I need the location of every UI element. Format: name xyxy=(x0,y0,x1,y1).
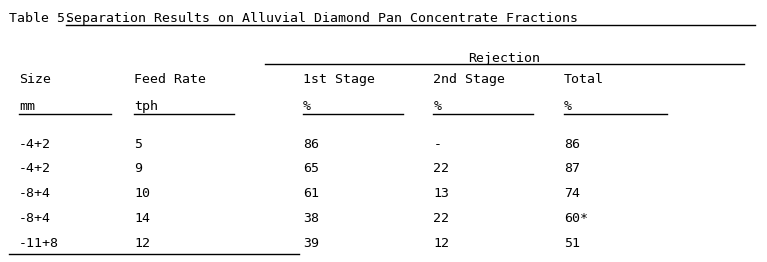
Text: 13: 13 xyxy=(433,187,449,200)
Text: 86: 86 xyxy=(303,138,319,151)
Text: -8+4: -8+4 xyxy=(19,212,51,225)
Text: 51: 51 xyxy=(564,237,580,250)
Text: -8+4: -8+4 xyxy=(19,187,51,200)
Text: 65: 65 xyxy=(303,162,319,176)
Text: 86: 86 xyxy=(564,138,580,151)
Text: 12: 12 xyxy=(433,237,449,250)
Text: -: - xyxy=(433,138,441,151)
Text: -11+8: -11+8 xyxy=(19,237,59,250)
Text: %: % xyxy=(433,100,441,113)
Text: Rejection: Rejection xyxy=(469,52,540,66)
Text: 12: 12 xyxy=(134,237,150,250)
Text: Table 5.: Table 5. xyxy=(9,12,73,25)
Text: 22: 22 xyxy=(433,212,449,225)
Text: Size: Size xyxy=(19,73,51,86)
Text: Total: Total xyxy=(564,73,604,86)
Text: 74: 74 xyxy=(564,187,580,200)
Text: %: % xyxy=(564,100,571,113)
Text: tph: tph xyxy=(134,100,158,113)
Text: -4+2: -4+2 xyxy=(19,138,51,151)
Text: 22: 22 xyxy=(433,162,449,176)
Text: 60*: 60* xyxy=(564,212,588,225)
Text: 2nd Stage: 2nd Stage xyxy=(433,73,505,86)
Text: 10: 10 xyxy=(134,187,150,200)
Text: 39: 39 xyxy=(303,237,319,250)
Text: 5: 5 xyxy=(134,138,142,151)
Text: Feed Rate: Feed Rate xyxy=(134,73,206,86)
Text: 87: 87 xyxy=(564,162,580,176)
Text: 1st Stage: 1st Stage xyxy=(303,73,375,86)
Text: 9: 9 xyxy=(134,162,142,176)
Text: 61: 61 xyxy=(303,187,319,200)
Text: 38: 38 xyxy=(303,212,319,225)
Text: -4+2: -4+2 xyxy=(19,162,51,176)
Text: Separation Results on Alluvial Diamond Pan Concentrate Fractions: Separation Results on Alluvial Diamond P… xyxy=(66,12,578,25)
Text: %: % xyxy=(303,100,311,113)
Text: mm: mm xyxy=(19,100,35,113)
Text: 14: 14 xyxy=(134,212,150,225)
